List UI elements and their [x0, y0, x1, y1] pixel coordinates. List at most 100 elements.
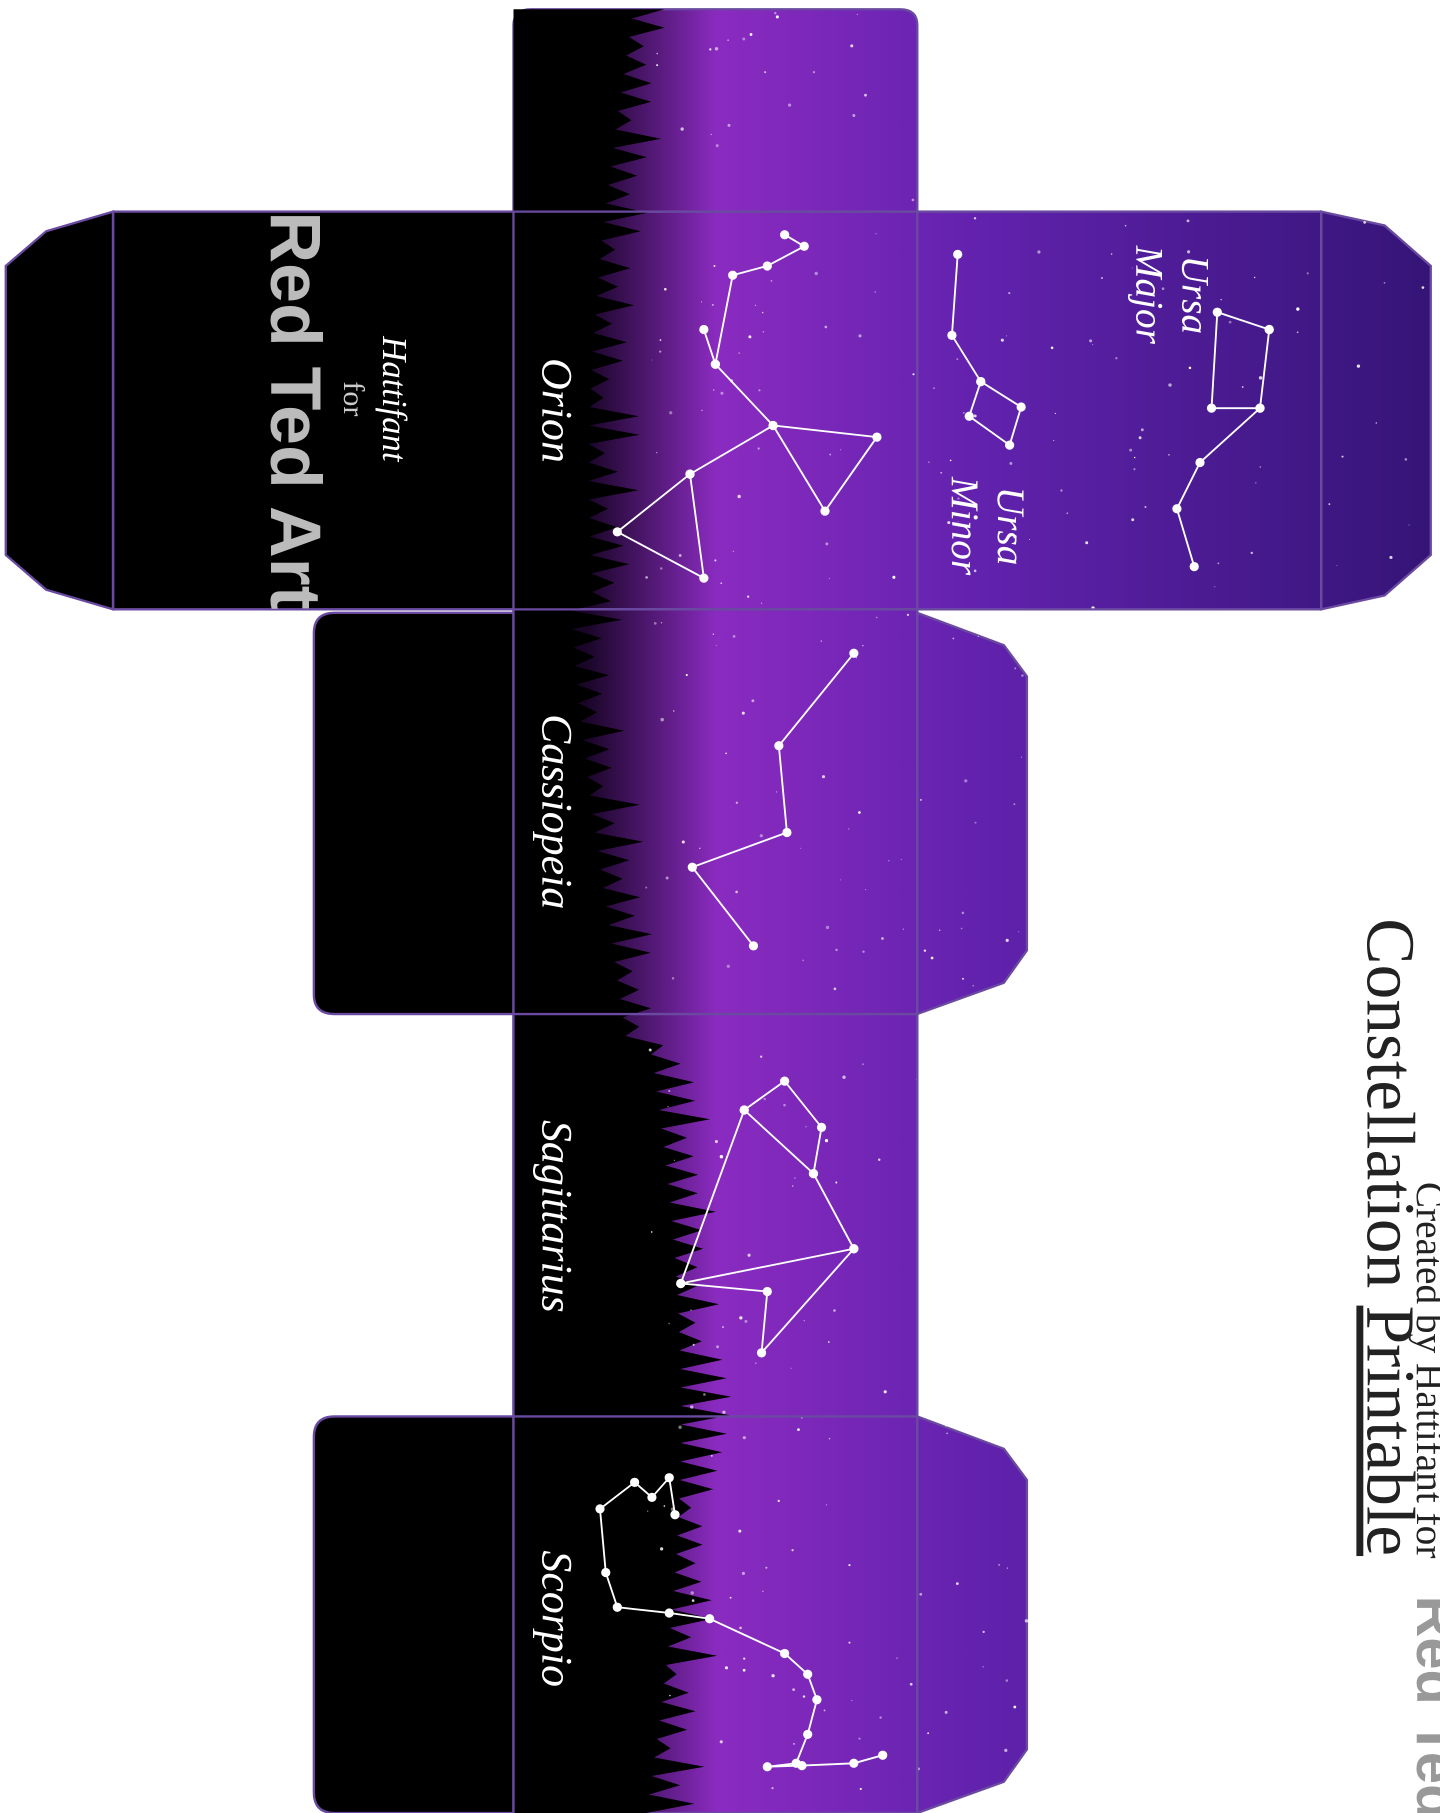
star [1024, 1619, 1029, 1623]
star [787, 103, 792, 107]
star [1341, 455, 1344, 458]
constellation-star [849, 648, 859, 658]
star [760, 602, 763, 604]
star [919, 1592, 923, 1596]
star [758, 389, 761, 392]
star [919, 798, 922, 801]
constellation-star [739, 1105, 749, 1115]
star [1217, 562, 1220, 565]
star [656, 52, 658, 55]
star [1421, 286, 1425, 289]
star [955, 1582, 959, 1585]
constellation-star [630, 1477, 640, 1487]
star [645, 576, 648, 579]
star [714, 47, 719, 51]
star [713, 264, 716, 267]
net-shapes [4, 8, 1432, 1813]
credit-brand: Red Ted [1404, 1596, 1440, 1813]
constellation-star [953, 249, 963, 259]
constellation-star [812, 1695, 822, 1705]
star [805, 1126, 807, 1128]
star [957, 497, 960, 500]
star [742, 37, 746, 41]
star [835, 1181, 838, 1184]
constellation-star [728, 270, 738, 280]
star [835, 948, 838, 952]
star [669, 1694, 671, 1697]
star [754, 304, 757, 306]
fold-lines [111, 210, 1323, 1813]
star [775, 15, 779, 19]
star [1013, 1705, 1017, 1709]
constellation-star [816, 1122, 827, 1132]
star [669, 411, 673, 415]
star [1000, 338, 1004, 342]
star [771, 1674, 775, 1678]
star [748, 335, 752, 339]
star [751, 699, 755, 703]
star [1259, 466, 1261, 468]
star [862, 1063, 864, 1065]
star [982, 1666, 984, 1668]
constellation-star [947, 330, 957, 340]
constellation-star [878, 1750, 888, 1760]
star [993, 999, 995, 1001]
star [879, 1716, 882, 1719]
star [1356, 364, 1361, 368]
star [770, 279, 773, 282]
star [814, 271, 818, 276]
constellations [595, 230, 1274, 1772]
star [739, 1626, 742, 1630]
star [827, 1341, 830, 1343]
star [1020, 756, 1022, 758]
star [722, 1410, 726, 1414]
constellation-star [820, 506, 830, 516]
star [725, 752, 727, 755]
constellation-star [782, 827, 792, 838]
star [673, 1159, 676, 1162]
star [840, 449, 842, 451]
star [1005, 335, 1008, 337]
star [1008, 292, 1011, 295]
star [777, 1499, 780, 1503]
constellation-star [699, 573, 709, 583]
star [651, 359, 653, 361]
star [742, 1668, 746, 1672]
star [1013, 535, 1017, 539]
star [944, 1710, 948, 1714]
credit-text: Created by Hattifant for [1408, 1182, 1440, 1559]
star [856, 13, 859, 16]
star [912, 373, 915, 376]
star [1188, 366, 1192, 370]
constellation-star [710, 359, 720, 369]
face-label: Orion [532, 358, 580, 463]
constellation-star [964, 411, 974, 421]
constellation-star [808, 1168, 819, 1179]
stars [645, 11, 1425, 1791]
star [1306, 272, 1309, 275]
star [892, 575, 896, 579]
star [864, 888, 867, 891]
star [946, 1432, 948, 1434]
star [1258, 376, 1263, 380]
title: Constellation Printable [1352, 918, 1429, 1556]
star [690, 1405, 694, 1409]
star [945, 1424, 948, 1427]
title-text: Constellation Printable [1352, 918, 1429, 1556]
star [646, 1510, 649, 1512]
star [1060, 489, 1063, 492]
star [663, 287, 667, 291]
constellation-star [762, 1762, 772, 1772]
star [883, 1390, 887, 1394]
star [760, 1055, 763, 1058]
star [812, 70, 816, 74]
star [1296, 331, 1299, 334]
star [1250, 551, 1254, 555]
star [1383, 281, 1386, 284]
star [738, 352, 741, 354]
star [823, 1709, 826, 1712]
star [692, 1343, 695, 1346]
constellation-star [647, 1492, 657, 1502]
star [715, 144, 719, 148]
label-line: Minor [943, 476, 986, 576]
